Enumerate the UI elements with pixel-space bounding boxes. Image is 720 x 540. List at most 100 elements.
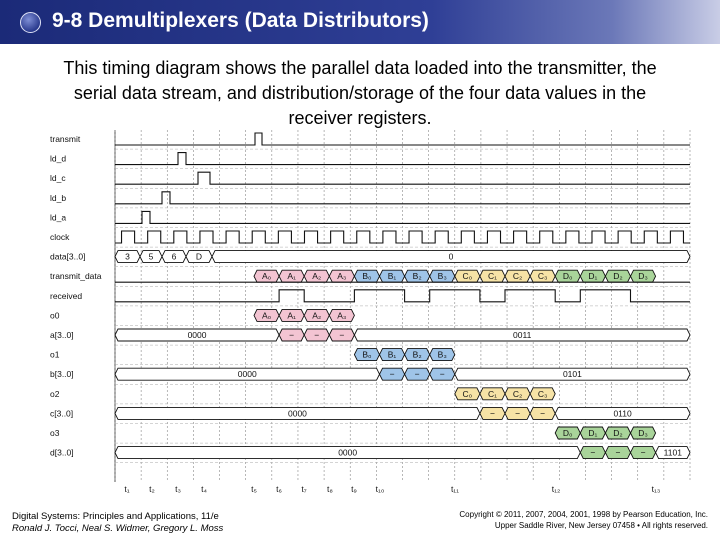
time-label: t₄ (201, 484, 207, 494)
register-initial-label: 0000 (338, 448, 357, 458)
register-final-label: 0011 (513, 330, 532, 340)
transmit-data-bit-label: A₃ (337, 271, 346, 281)
transmit-data-bit-label: A₂ (312, 271, 321, 281)
data-bus-segment-label: 0 (449, 252, 454, 262)
title-bar: 9-8 Demultiplexers (Data Distributors) (0, 0, 720, 44)
bullet-icon (20, 12, 41, 33)
ld-d-waveform (115, 152, 690, 166)
output-bit (529, 387, 556, 401)
transmit-data-bit-label: B₁ (388, 271, 397, 281)
output-bit (328, 308, 355, 322)
signal-label: d[3..0] (50, 448, 74, 458)
time-label: t₂ (149, 484, 155, 494)
register-transition-label: − (515, 408, 520, 418)
time-label: t₃ (175, 484, 181, 494)
transmit-data-bit-label: C₁ (488, 271, 497, 281)
time-label: t₇ (301, 484, 306, 494)
register-transition-label: − (314, 330, 319, 340)
output-bit-label: B₀ (362, 350, 372, 360)
register-final (554, 406, 691, 420)
signal-label: transmit (50, 134, 81, 144)
time-label: t₁₁ (451, 484, 459, 494)
data-bus-segment-label: D (196, 252, 202, 262)
register-final-label: 1101 (664, 448, 683, 458)
output-bit (429, 348, 456, 362)
footer-authors: Ronald J. Tocci, Neal S. Widmer, Gregory… (12, 523, 224, 534)
data-bus-segment-label: 5 (149, 252, 154, 262)
output-bit-label: D₃ (638, 428, 648, 438)
output-bit-label: B₁ (388, 350, 397, 360)
register-transition-label: − (289, 330, 294, 340)
time-label: t₉ (351, 484, 357, 494)
slide-title: 9-8 Demultiplexers (Data Distributors) (52, 9, 429, 32)
register-transition-label: − (390, 369, 395, 379)
signal-label: received (50, 291, 82, 301)
data-bus-segment (211, 250, 691, 264)
output-bit-label: A₁ (287, 310, 296, 320)
signal-label: o3 (50, 428, 60, 438)
time-label: t₅ (251, 484, 257, 494)
time-label: t₁₂ (552, 484, 561, 494)
ld-a-waveform (115, 210, 690, 224)
clock-waveform (115, 230, 690, 244)
signal-label: b[3..0] (50, 369, 74, 379)
signal-label: data[3..0] (50, 252, 85, 262)
register-transition-label: − (415, 369, 420, 379)
register-transition-label: − (440, 369, 445, 379)
register-transition-label: − (339, 330, 344, 340)
footer-publisher-line: Upper Saddle River, New Jersey 07458 • A… (494, 521, 708, 530)
output-bit-label: D₁ (588, 428, 597, 438)
register-final (353, 328, 691, 342)
time-label: t₁₀ (376, 484, 385, 494)
transmit-data-bit-label: C₂ (513, 271, 522, 281)
register-transition-label: − (615, 448, 620, 458)
signal-label: c[3..0] (50, 408, 73, 418)
signal-label: ld_c (50, 173, 66, 183)
signal-label: ld_b (50, 193, 66, 203)
time-label: t₈ (327, 484, 333, 494)
time-label: t₁₃ (652, 484, 661, 494)
output-bit-label: A₀ (262, 310, 272, 320)
output-bit (629, 426, 657, 440)
register-transition-label: − (540, 408, 545, 418)
register-transition-label: − (641, 448, 646, 458)
register-transition-label: − (590, 448, 595, 458)
transmit-data-bit-label: D₀ (563, 271, 573, 281)
transmit-waveform (115, 132, 690, 146)
register-initial-label: 0000 (288, 408, 307, 418)
output-bit-label: C₂ (513, 389, 522, 399)
output-bit-label: D₂ (613, 428, 622, 438)
transmit-data-bit-label: C₀ (463, 271, 473, 281)
output-bit-label: C₃ (538, 389, 548, 399)
footer-copyright-line: Copyright © 2011, 2007, 2004, 2001, 1998… (459, 510, 708, 519)
time-label: t₁ (124, 484, 129, 494)
received-waveform (115, 289, 690, 303)
signal-label: o1 (50, 350, 60, 360)
transmit-data-bit-label: C₃ (538, 271, 548, 281)
transmit-data-bit-label: D₃ (638, 271, 648, 281)
signal-label: clock (50, 232, 70, 242)
signal-label: o2 (50, 389, 60, 399)
output-bit-label: B₃ (438, 350, 447, 360)
output-bit-label: C₁ (488, 389, 497, 399)
ld-c-waveform (115, 171, 690, 185)
transmit-data-bit-label: B₂ (413, 271, 422, 281)
slide-description: This timing diagram shows the parallel d… (63, 58, 657, 128)
register-final-label: 0110 (613, 408, 632, 418)
time-label: t₆ (276, 484, 282, 494)
transmit-data-bit-label: A₁ (287, 271, 296, 281)
footer-book-info: Digital Systems: Principles and Applicat… (12, 511, 223, 535)
transmit-data-bit-label: B₃ (438, 271, 447, 281)
signal-label: transmit_data (50, 271, 102, 281)
register-final (655, 446, 691, 460)
signal-label: a[3..0] (50, 330, 74, 340)
transmit-data-bit-label: D₁ (588, 271, 597, 281)
signal-label: o0 (50, 310, 60, 320)
output-bit-label: A₂ (312, 310, 321, 320)
output-bit-label: A₃ (337, 310, 346, 320)
signal-label: ld_d (50, 154, 66, 164)
signal-label: ld_a (50, 212, 66, 222)
ld-b-waveform (115, 191, 690, 205)
register-final-label: 0101 (563, 369, 582, 379)
